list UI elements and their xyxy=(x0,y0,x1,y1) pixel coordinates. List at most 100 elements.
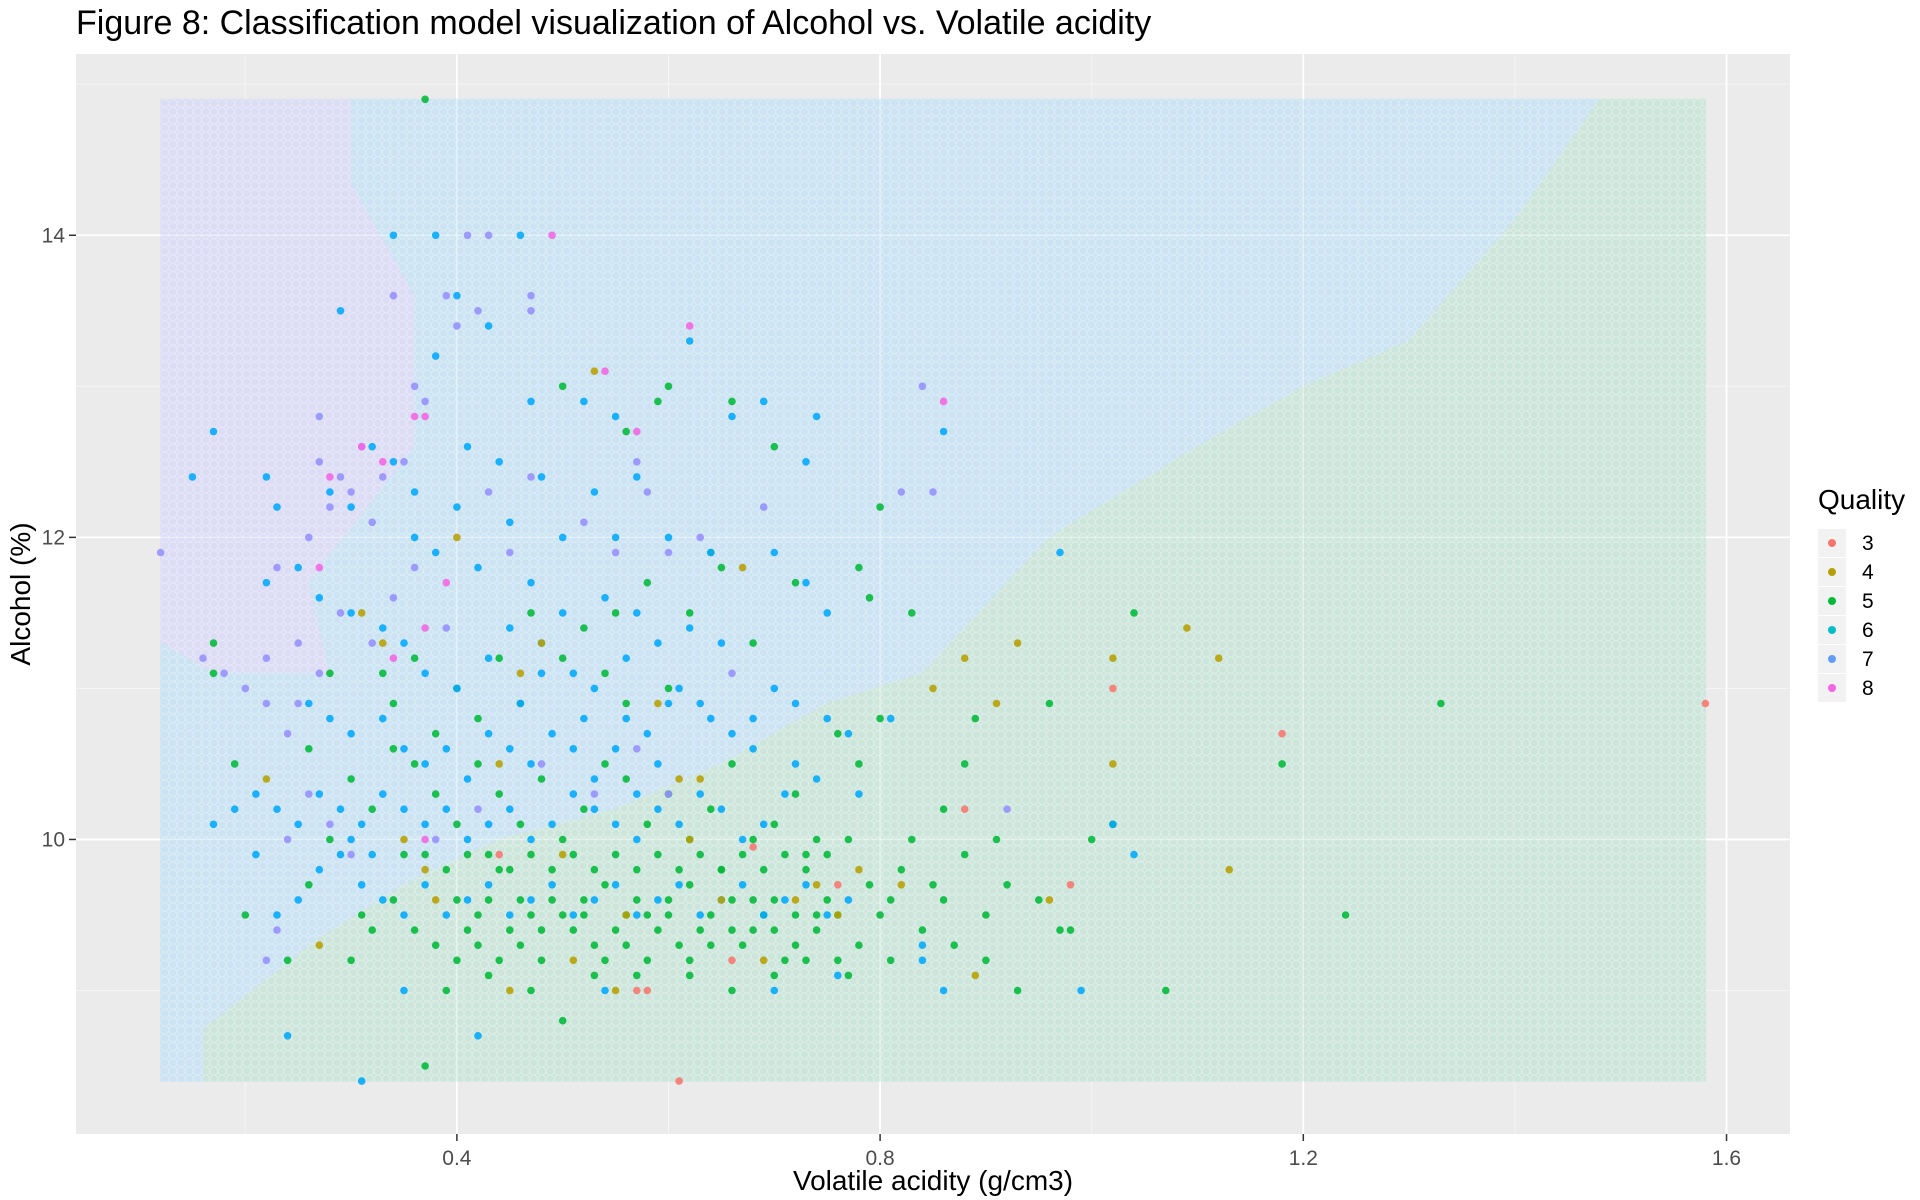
point-quality-5 xyxy=(696,850,704,859)
point-quality-5 xyxy=(950,941,958,949)
point-quality-7 xyxy=(1003,805,1011,813)
point-quality-6 xyxy=(347,503,355,511)
point-quality-5 xyxy=(495,790,504,798)
point-quality-7 xyxy=(273,563,281,572)
point-quality-4 xyxy=(315,941,324,949)
point-quality-7 xyxy=(199,654,207,662)
point-quality-6 xyxy=(664,699,673,708)
point-quality-5 xyxy=(357,911,366,919)
point-quality-4 xyxy=(812,881,821,889)
point-quality-4 xyxy=(357,609,366,617)
point-quality-4 xyxy=(495,760,504,768)
point-quality-7 xyxy=(368,518,377,527)
point-quality-6 xyxy=(484,881,493,889)
point-quality-7 xyxy=(442,291,451,300)
point-quality-6 xyxy=(812,775,821,783)
point-quality-6 xyxy=(633,911,641,919)
point-quality-7 xyxy=(664,548,673,557)
point-quality-5 xyxy=(770,896,779,904)
point-quality-6 xyxy=(728,729,736,738)
point-quality-5 xyxy=(1278,760,1286,768)
point-quality-6 xyxy=(463,835,472,844)
point-quality-6 xyxy=(622,654,630,662)
point-quality-5 xyxy=(633,896,641,904)
point-quality-3 xyxy=(1066,881,1075,889)
point-quality-5 xyxy=(527,609,535,617)
point-quality-6 xyxy=(442,745,451,753)
point-quality-7 xyxy=(326,820,334,829)
point-quality-5 xyxy=(960,760,969,768)
point-quality-5 xyxy=(960,850,969,859)
point-quality-6 xyxy=(791,699,800,708)
point-quality-6 xyxy=(516,699,525,708)
point-quality-5 xyxy=(1437,699,1445,708)
point-quality-5 xyxy=(855,941,863,949)
point-quality-5 xyxy=(527,850,535,859)
point-quality-5 xyxy=(728,896,736,904)
point-quality-6 xyxy=(230,805,239,813)
point-quality-7 xyxy=(633,745,641,753)
point-quality-8 xyxy=(326,473,334,481)
point-quality-6 xyxy=(294,896,303,904)
point-quality-6 xyxy=(357,1077,366,1085)
prediction-grid-texture xyxy=(160,99,1706,1082)
point-quality-5 xyxy=(728,986,736,995)
point-quality-7 xyxy=(527,473,535,481)
point-quality-8 xyxy=(421,835,429,844)
point-quality-6 xyxy=(823,609,831,617)
point-quality-8 xyxy=(442,578,451,587)
point-quality-5 xyxy=(664,911,673,919)
point-quality-6 xyxy=(368,850,377,859)
point-quality-6 xyxy=(442,805,451,813)
point-quality-5 xyxy=(823,896,831,904)
point-quality-6 xyxy=(294,820,303,829)
point-quality-5 xyxy=(558,835,567,844)
point-quality-5 xyxy=(601,881,609,889)
point-quality-8 xyxy=(410,412,419,421)
point-quality-8 xyxy=(379,458,387,466)
point-quality-6 xyxy=(379,714,387,723)
point-quality-5 xyxy=(823,850,831,859)
point-quality-3 xyxy=(633,986,641,995)
point-quality-5 xyxy=(770,442,779,451)
point-quality-5 xyxy=(410,760,419,768)
point-quality-6 xyxy=(527,760,535,768)
point-quality-6 xyxy=(421,820,429,829)
point-quality-6 xyxy=(770,684,779,693)
legend-label-8: 8 xyxy=(1862,677,1874,700)
point-quality-5 xyxy=(611,850,620,859)
point-quality-5 xyxy=(347,956,355,965)
point-quality-6 xyxy=(357,820,366,829)
point-quality-5 xyxy=(209,669,218,678)
point-quality-6 xyxy=(569,669,578,678)
point-quality-5 xyxy=(548,896,556,904)
point-quality-5 xyxy=(685,956,694,965)
legend-swatch-4 xyxy=(1828,568,1836,576)
point-quality-6 xyxy=(453,291,461,300)
point-quality-6 xyxy=(886,714,895,723)
point-quality-6 xyxy=(1109,820,1117,829)
point-quality-6 xyxy=(569,790,578,798)
point-quality-5 xyxy=(1162,986,1170,995)
point-quality-5 xyxy=(717,563,726,572)
point-quality-5 xyxy=(558,911,567,919)
point-quality-6 xyxy=(558,609,567,617)
point-quality-7 xyxy=(262,699,271,708)
point-quality-5 xyxy=(622,775,630,783)
point-quality-5 xyxy=(209,639,218,647)
point-quality-6 xyxy=(759,911,768,919)
point-quality-5 xyxy=(876,714,884,723)
point-quality-6 xyxy=(611,745,620,753)
point-quality-7 xyxy=(929,488,937,496)
point-quality-5 xyxy=(527,911,535,919)
point-quality-7 xyxy=(580,518,588,527)
point-quality-5 xyxy=(1003,881,1011,889)
point-quality-5 xyxy=(897,865,906,874)
point-quality-6 xyxy=(357,881,366,889)
point-quality-8 xyxy=(389,654,398,662)
point-quality-3 xyxy=(728,956,736,965)
point-quality-7 xyxy=(918,382,927,391)
point-quality-5 xyxy=(643,956,652,965)
point-quality-6 xyxy=(749,714,757,723)
point-quality-6 xyxy=(484,820,493,829)
